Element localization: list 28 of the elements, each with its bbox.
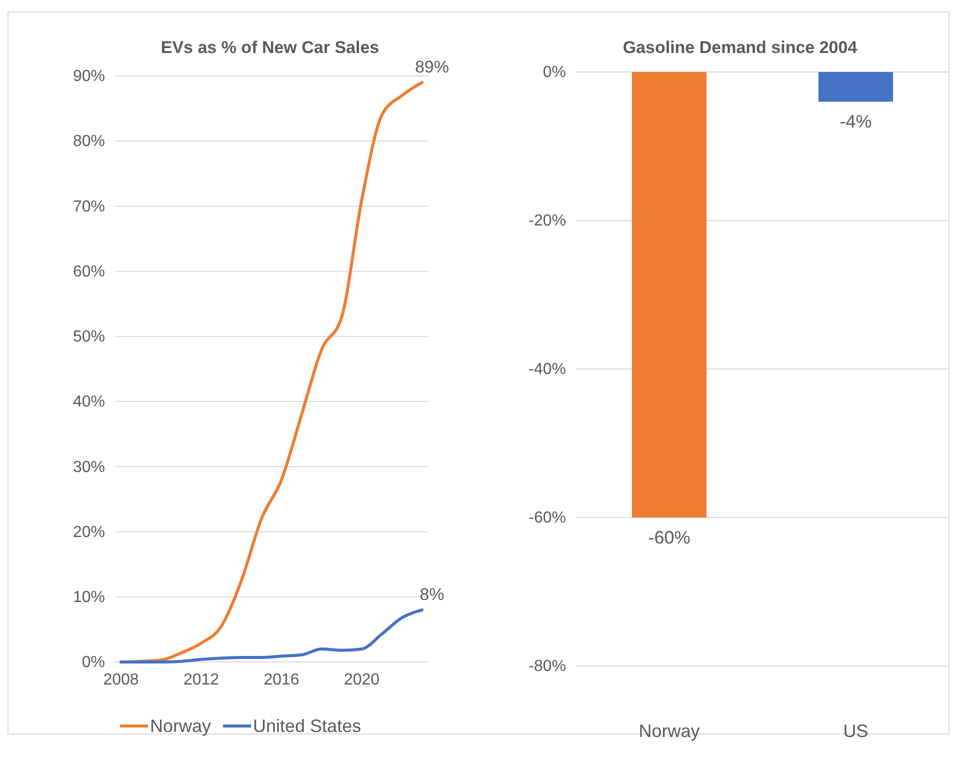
line-series (120, 608, 424, 664)
x-tick-label: 2012 (183, 671, 220, 688)
data-label: 8% (420, 584, 444, 604)
y-tick-label: -80% (528, 658, 566, 676)
chart-title: EVs as % of New Car Sales (160, 38, 380, 57)
y-tick-label: 0% (82, 654, 105, 672)
y-tick-label: 0% (542, 64, 566, 82)
y-tick-label: 40% (72, 394, 105, 411)
legend-label: United States (253, 716, 362, 736)
y-tick-label: -20% (528, 212, 566, 230)
y-tick-label: 60% (72, 263, 105, 280)
x-tick-label: US (843, 721, 868, 741)
data-label: -60% (648, 528, 690, 548)
chart-title: Gasoline Demand since 2004 (622, 38, 858, 57)
x-tick-label: 2020 (344, 671, 380, 688)
y-tick-label: 30% (72, 458, 105, 476)
y-tick-label: 10% (72, 589, 105, 606)
y-tick-label: 70% (72, 198, 105, 216)
y-tick-label: -40% (528, 361, 566, 378)
x-tick-label: 2008 (103, 671, 139, 688)
data-label: 89% (414, 58, 449, 77)
y-tick-label: -60% (528, 510, 566, 527)
y-tick-label: 50% (72, 328, 105, 346)
data-label: -4% (840, 112, 872, 132)
y-tick-label: 90% (72, 68, 105, 86)
y-tick-label: 20% (72, 524, 105, 541)
y-tick-label: 80% (72, 133, 105, 150)
x-tick-label: 2016 (264, 671, 300, 688)
